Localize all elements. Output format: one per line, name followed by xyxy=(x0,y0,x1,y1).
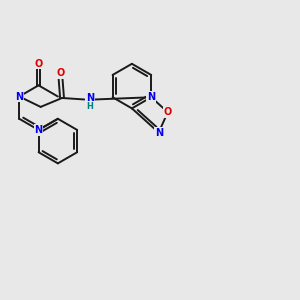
Text: N: N xyxy=(147,92,155,102)
Text: N: N xyxy=(15,92,23,101)
Text: O: O xyxy=(34,59,43,69)
Text: H: H xyxy=(86,101,93,110)
Text: O: O xyxy=(164,107,172,117)
Text: N: N xyxy=(154,128,163,137)
Text: N: N xyxy=(85,93,94,103)
Text: N: N xyxy=(34,125,43,135)
Text: O: O xyxy=(56,68,65,78)
